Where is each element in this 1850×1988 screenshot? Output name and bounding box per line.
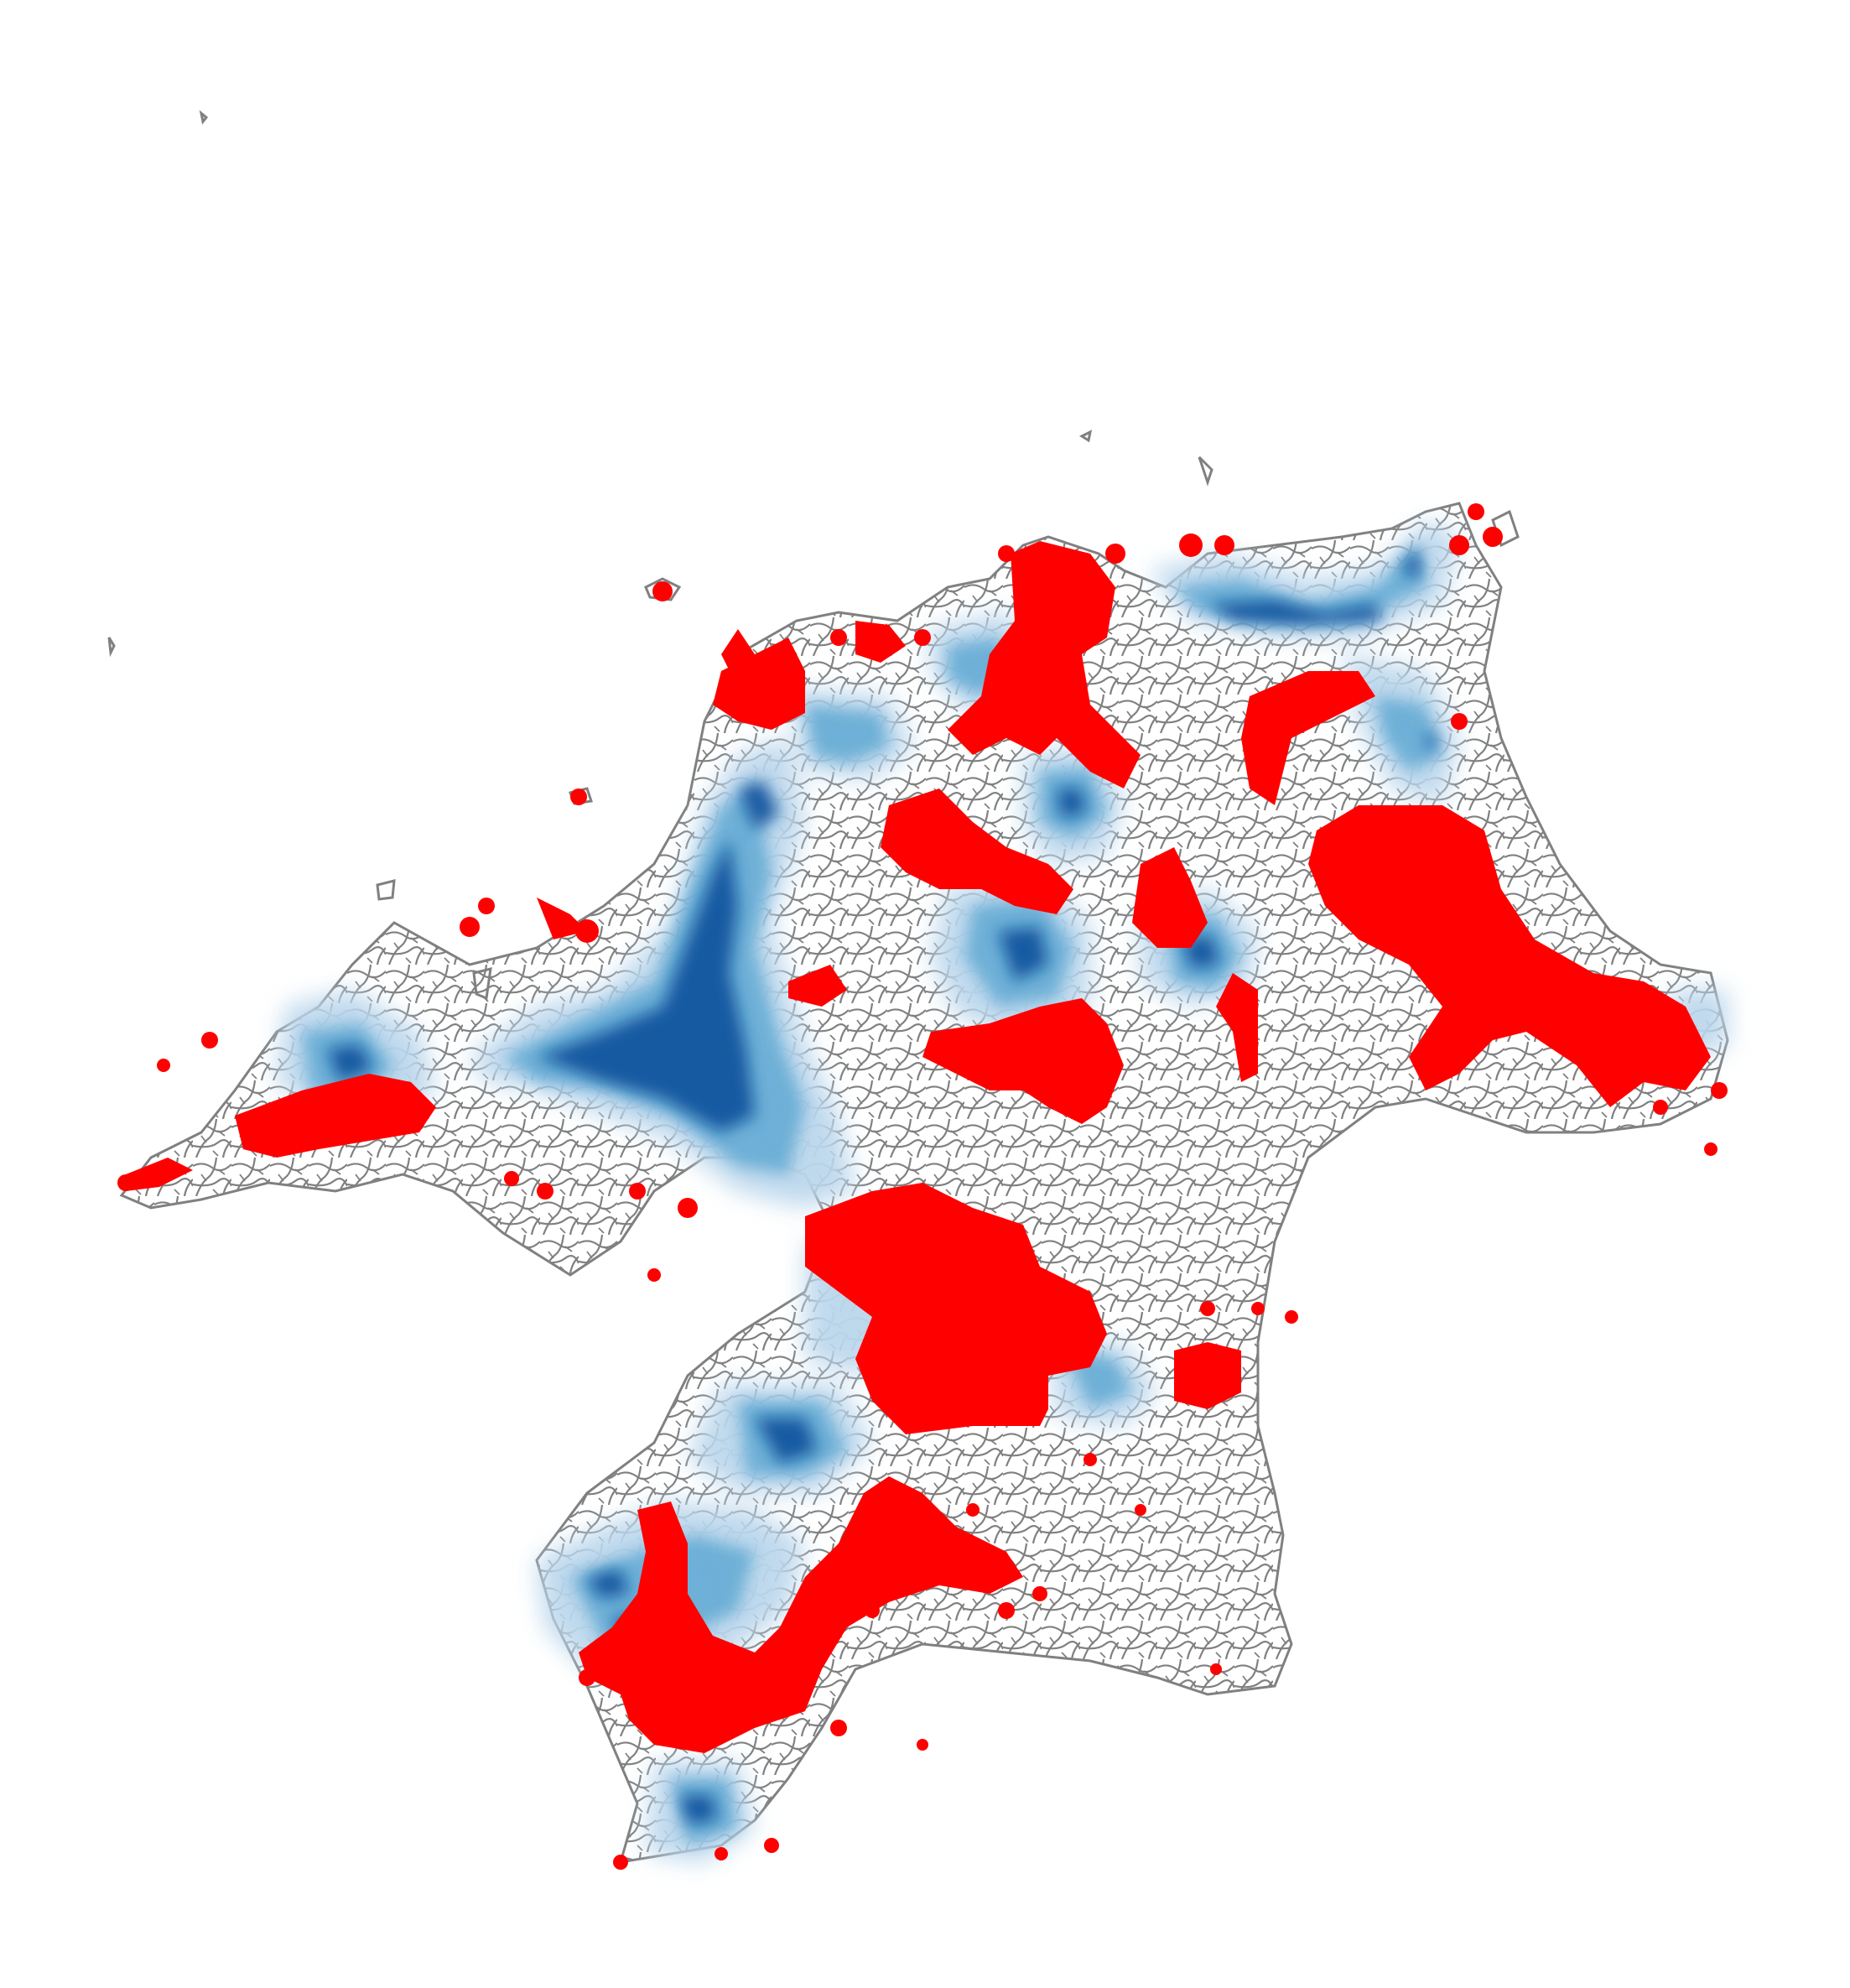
red-cluster-southwest: [579, 1476, 1023, 1753]
mainland-road-network: [119, 502, 1729, 1864]
red-cluster-central: [922, 998, 1124, 1124]
red-cluster-center-east: [1132, 847, 1258, 1082]
island-road-1: [568, 577, 682, 805]
red-cluster-north: [948, 541, 1141, 788]
red-cluster-south-central: [805, 1183, 1107, 1434]
red-cluster-northwest: [713, 621, 906, 730]
island-road-2: [107, 110, 1520, 1001]
density-dark-zones: [327, 545, 1438, 1824]
selected-points-layer: [117, 503, 1728, 1870]
red-cluster-east: [1308, 805, 1711, 1107]
red-cluster-central-north: [881, 788, 1073, 914]
red-cluster-west: [126, 1074, 436, 1191]
red-cluster-southeast: [1174, 1342, 1241, 1409]
red-cluster-northeast: [1241, 671, 1375, 805]
red-scatter-points: [117, 503, 1728, 1870]
